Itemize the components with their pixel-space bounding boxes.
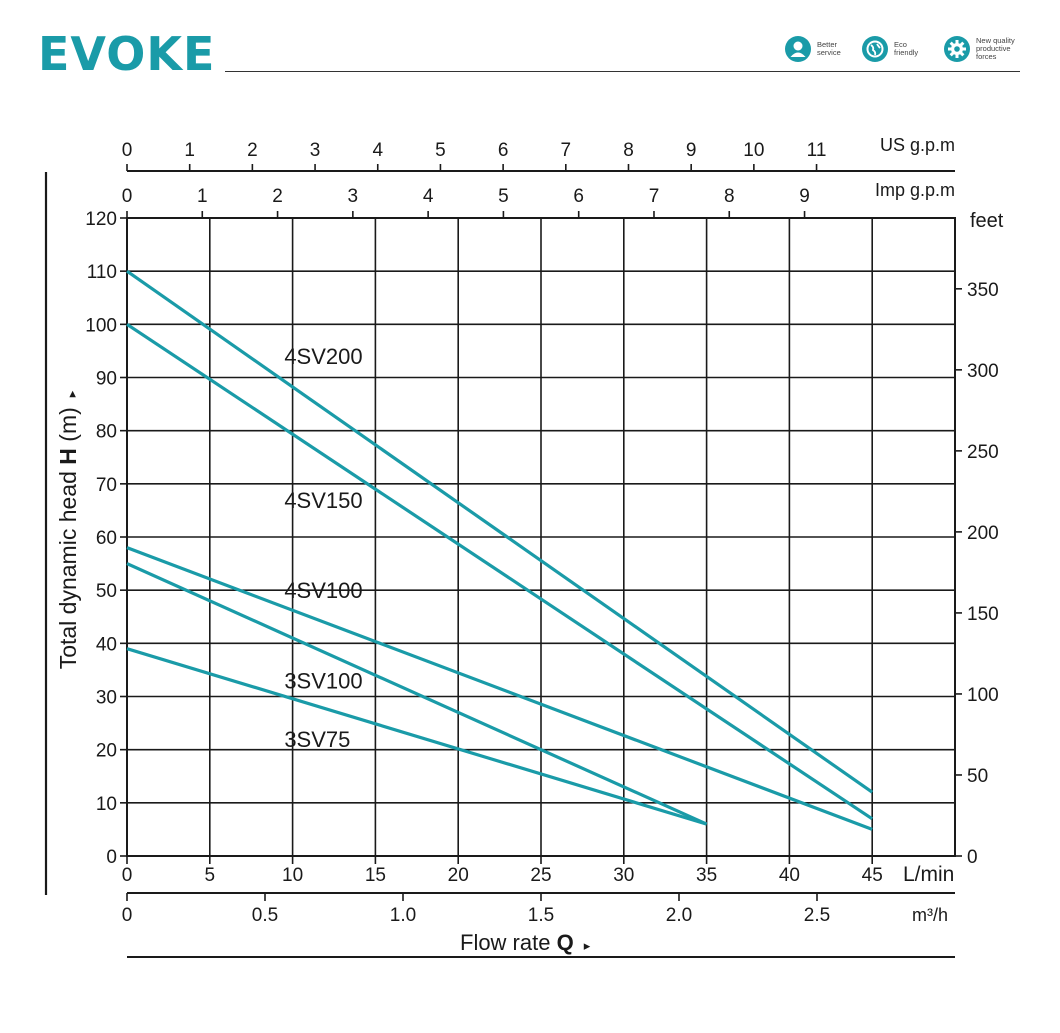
y-tick-label-m: 80 [96, 422, 117, 443]
x-tick-label-m3h: 1.5 [528, 905, 554, 926]
x-tick-label-m3h: 0.5 [252, 905, 278, 926]
x-tick-label-impgpm: 4 [423, 186, 434, 207]
x-tick-label-lmin: 5 [205, 865, 216, 886]
series-label-4sv200: 4SV200 [284, 344, 362, 369]
y-tick-label-feet: 50 [967, 766, 988, 787]
y-tick-label-m: 100 [85, 315, 117, 336]
y-tick-label-m: 50 [96, 581, 117, 602]
x-tick-label-impgpm: 9 [799, 186, 810, 207]
x-unit-usgpm: US g.p.m [880, 135, 955, 155]
x-tick-label-usgpm: 4 [372, 140, 383, 161]
x-unit-m3h: m³/h [912, 905, 948, 925]
x-tick-label-usgpm: 10 [743, 140, 764, 161]
series-label-3sv75: 3SV75 [284, 727, 350, 752]
x-tick-label-lmin: 15 [365, 865, 386, 886]
x-tick-label-usgpm: 6 [498, 140, 509, 161]
x-tick-label-lmin: 0 [122, 865, 133, 886]
y-tick-label-feet: 200 [967, 523, 999, 544]
badge-eco-friendly: Eco friendly [862, 34, 954, 64]
y-tick-label-feet: 0 [967, 847, 978, 868]
series-line-3sv75 [126, 647, 708, 826]
y-tick-label-m: 20 [96, 741, 117, 762]
chart-series [126, 269, 874, 831]
y-tick-label-m: 90 [96, 369, 117, 390]
y-tick-label-m: 120 [85, 209, 117, 230]
page-header: EVOKE Better service Eco friendly [0, 0, 1060, 90]
x-tick-label-usgpm: 7 [561, 140, 572, 161]
x-tick-label-m3h: 2.0 [666, 905, 692, 926]
y-tick-label-m: 110 [87, 262, 117, 283]
badge-text: Better service [817, 40, 841, 57]
x-tick-label-lmin: 25 [530, 865, 551, 886]
y-tick-label-feet: 350 [967, 280, 999, 301]
brand-logo: EVOKE [38, 27, 216, 81]
y-tick-label-m: 70 [96, 475, 117, 496]
badge-text: Eco friendly [894, 40, 919, 57]
x-tick-label-usgpm: 0 [122, 140, 133, 161]
x-tick-label-impgpm: 6 [573, 186, 584, 207]
x-axis-title: Flow rate Q ▸ [460, 930, 591, 955]
x-tick-label-lmin: 10 [282, 865, 303, 886]
gear-quality-icon [944, 36, 970, 62]
x-tick-label-usgpm: 11 [807, 140, 827, 161]
x-tick-label-impgpm: 2 [272, 186, 283, 207]
series-line-3sv100 [126, 562, 708, 826]
series-line-4sv200 [126, 269, 874, 794]
series-label-3sv100: 3SV100 [284, 669, 362, 694]
x-tick-label-usgpm: 8 [623, 140, 634, 161]
x-tick-label-impgpm: 1 [197, 186, 208, 207]
y-tick-label-feet: 100 [967, 685, 999, 706]
y-tick-label-feet: 250 [967, 442, 999, 463]
x-tick-label-lmin: 45 [862, 865, 883, 886]
y-axis-title: Total dynamic head H (m)▸ [55, 390, 81, 669]
y-tick-label-m: 30 [96, 688, 117, 709]
x-tick-label-lmin: 35 [696, 865, 717, 886]
chart-frame [44, 164, 962, 958]
y-tick-label-m: 10 [96, 794, 117, 815]
series-line-4sv100 [126, 546, 873, 831]
x-tick-label-usgpm: 1 [184, 140, 195, 161]
x-tick-label-impgpm: 5 [498, 186, 509, 207]
x-tick-label-impgpm: 8 [724, 186, 735, 207]
x-tick-label-impgpm: 0 [122, 186, 133, 207]
y-tick-label-m: 40 [96, 634, 117, 655]
x-unit-impgpm: Imp g.p.m [875, 180, 955, 200]
x-tick-label-usgpm: 5 [435, 140, 446, 161]
series-line-4sv150 [126, 323, 874, 821]
chart-grid [127, 218, 955, 856]
badge-text: New quality productive forces [976, 36, 1015, 61]
x-tick-label-usgpm: 3 [310, 140, 321, 161]
x-tick-label-lmin: 20 [448, 865, 469, 886]
header-divider [225, 71, 1020, 72]
x-tick-label-impgpm: 3 [348, 186, 359, 207]
x-tick-label-usgpm: 2 [247, 140, 258, 161]
y-tick-label-m: 60 [96, 528, 117, 549]
x-tick-label-lmin: 40 [779, 865, 800, 886]
y-tick-label-m: 0 [106, 847, 117, 868]
badge-new-quality: New quality productive forces [944, 34, 1036, 64]
x-tick-label-lmin: 30 [613, 865, 634, 886]
series-label-4sv100: 4SV100 [284, 578, 362, 603]
x-tick-label-usgpm: 9 [686, 140, 697, 161]
y-unit-feet: feet [970, 210, 1004, 232]
series-label-4sv150: 4SV150 [284, 488, 362, 513]
x-unit-lmin: L/min [903, 863, 954, 886]
x-tick-label-impgpm: 7 [649, 186, 660, 207]
person-service-icon [785, 36, 811, 62]
globe-eco-icon [862, 36, 888, 62]
x-tick-label-m3h: 1.0 [390, 905, 416, 926]
y-tick-label-feet: 300 [967, 361, 999, 382]
y-tick-label-feet: 150 [967, 604, 999, 625]
badge-better-service: Better service [785, 34, 877, 64]
x-tick-label-m3h: 0 [122, 905, 133, 926]
x-tick-label-m3h: 2.5 [804, 905, 830, 926]
